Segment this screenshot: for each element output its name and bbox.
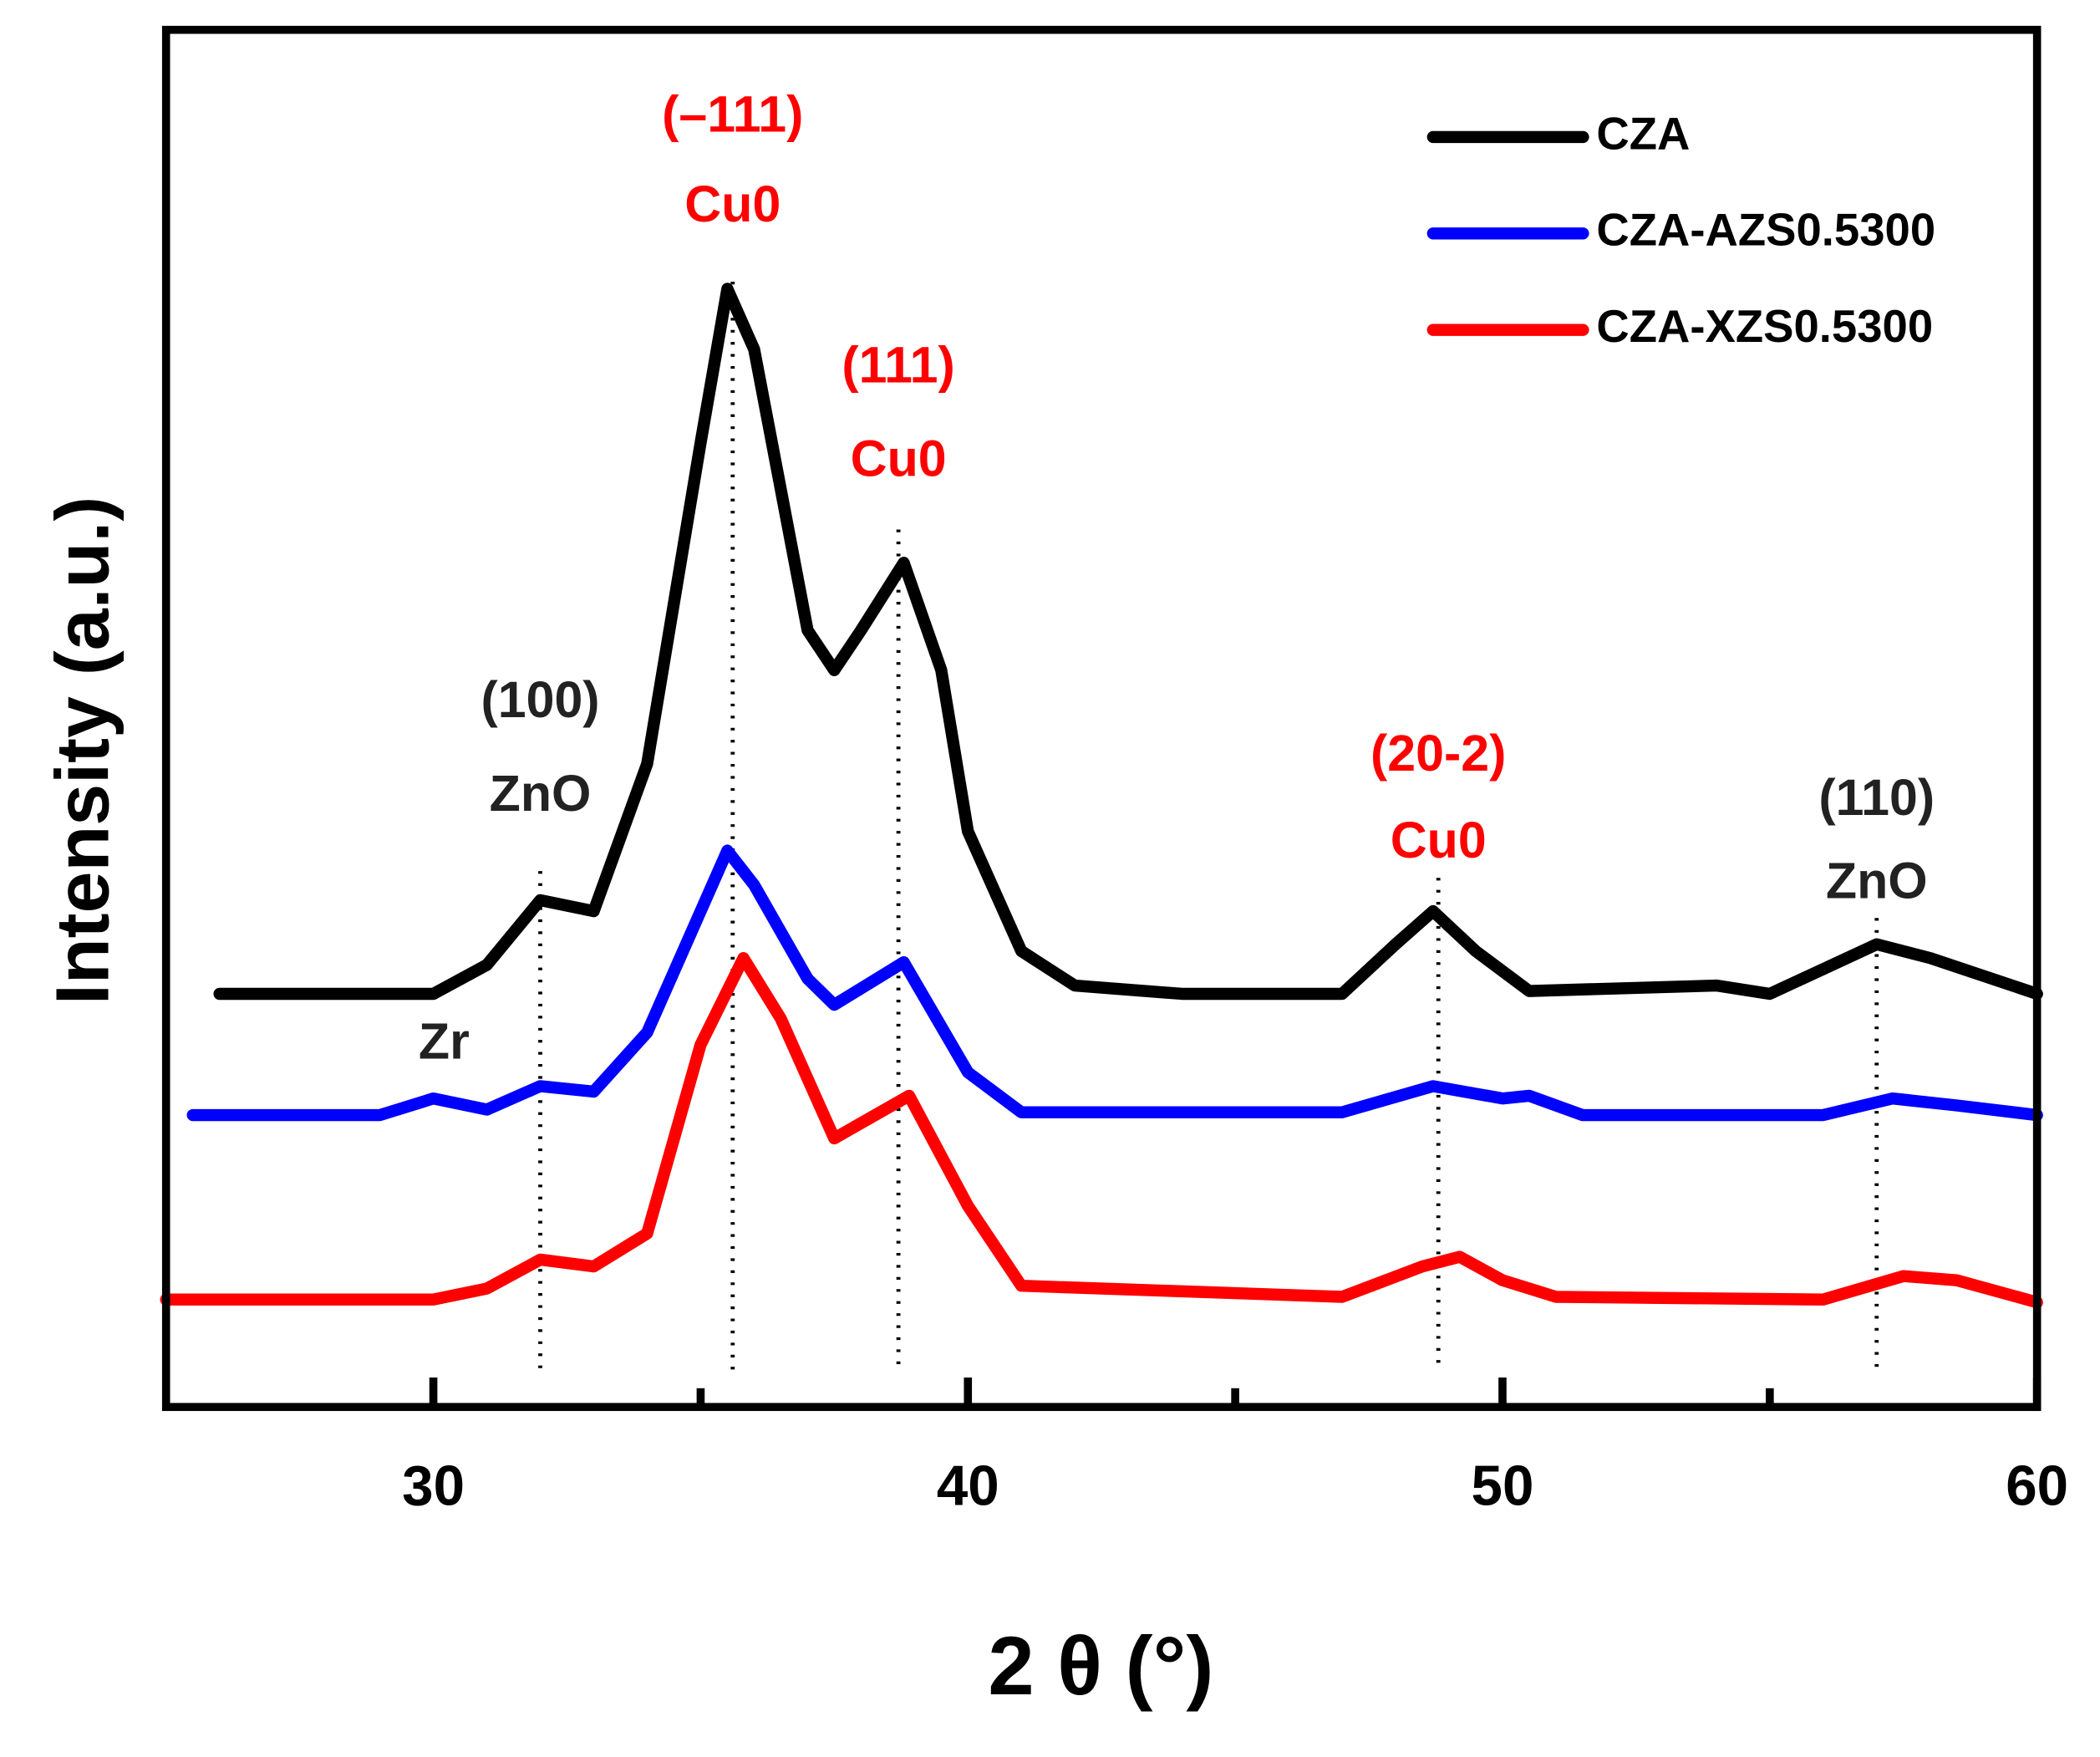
annotation: (100) <box>481 671 599 728</box>
legend-label: CZA-AZS0.5300 <box>1596 205 1935 256</box>
x-tick-label: 30 <box>402 1454 465 1517</box>
legend-label: CZA-XZS0.5300 <box>1596 301 1933 352</box>
x-tick-label: 50 <box>1472 1454 1534 1517</box>
annotation: ZnO <box>490 765 592 822</box>
annotation: (–111) <box>662 86 803 143</box>
series-line <box>213 283 2043 1001</box>
plot-frame <box>161 25 2042 1412</box>
annotation: Cu0 <box>851 430 947 486</box>
annotation: ZnO <box>1826 852 1928 909</box>
x-tick-label: 40 <box>937 1454 999 1517</box>
annotation: Zr <box>419 1013 470 1070</box>
annotation: (110) <box>1818 769 1935 826</box>
x-axis-label: 2 θ (°) <box>988 1620 1213 1713</box>
legend-label: CZA <box>1596 108 1690 159</box>
series-line <box>186 844 2043 1122</box>
annotation: (20-2) <box>1370 725 1506 782</box>
series-line <box>160 951 2043 1309</box>
annotation: (111) <box>842 336 954 393</box>
annotation: Cu0 <box>1391 812 1487 868</box>
y-axis-label: Intensity (a.u.) <box>41 497 125 1005</box>
annotation: Cu0 <box>684 176 781 232</box>
x-tick-label: 60 <box>2006 1454 2068 1517</box>
